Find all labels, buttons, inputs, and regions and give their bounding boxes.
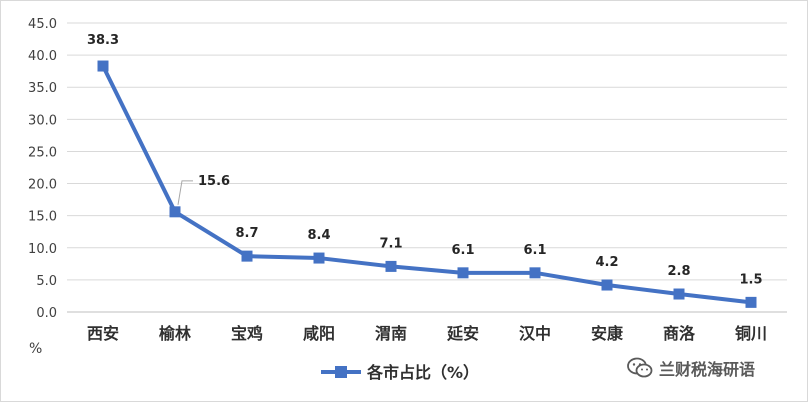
data-point (745, 296, 757, 308)
x-tick-label: 铜川 (735, 324, 767, 343)
x-tick-label: 延安 (446, 324, 479, 343)
data-point (313, 252, 325, 264)
y-tick-label: 45.0 (28, 17, 57, 32)
x-tick-label: 宝鸡 (231, 324, 263, 343)
y-tick-label: 40.0 (28, 49, 57, 64)
legend-label: 各市占比（%） (366, 363, 479, 382)
y-tick-label: 20.0 (28, 178, 57, 193)
watermark: 兰财税海研语 (627, 355, 755, 381)
series-polyline (101, 64, 753, 305)
x-tick-label: 西安 (87, 324, 119, 343)
x-tick-label: 商洛 (663, 324, 696, 343)
gridlines (67, 22, 787, 313)
data-point (529, 267, 541, 279)
y-tick-label: 30.0 (28, 113, 57, 128)
series-line: 38.3 15.6 8.7 8.4 7.1 6.1 6.1 4.2 2.8 1.5 (87, 33, 763, 308)
y-tick-label: 15.0 (28, 210, 57, 225)
wechat-icon (627, 357, 653, 378)
legend-marker (335, 366, 347, 378)
data-point (601, 279, 613, 291)
data-label: 2.8 (667, 264, 690, 279)
watermark-text: 兰财税海研语 (659, 360, 756, 379)
y-tick-label: 5.0 (36, 274, 57, 289)
x-axis-ticks: 西安 榆林 宝鸡 咸阳 渭南 延安 汉中 安康 商洛 铜川 (87, 324, 767, 343)
y-tick-label: 35.0 (28, 81, 57, 96)
data-label: 8.4 (307, 228, 330, 243)
data-label-leader (177, 180, 193, 205)
data-label: 8.7 (235, 226, 258, 241)
data-label: 4.2 (595, 255, 618, 270)
data-label: 38.3 (87, 33, 119, 48)
data-point (97, 60, 109, 72)
x-tick-label: 安康 (591, 324, 624, 343)
data-label: 1.5 (739, 272, 762, 287)
data-label: 6.1 (523, 243, 546, 258)
y-tick-label: 0.0 (36, 306, 57, 321)
data-label: 15.6 (198, 174, 230, 189)
legend: 各市占比（%） (321, 363, 479, 382)
y-axis-ticks: 0.0 5.0 10.0 15.0 20.0 25.0 30.0 35.0 40.0 45.0 (28, 17, 57, 321)
x-tick-label: 榆林 (159, 324, 191, 343)
data-point (457, 267, 469, 279)
y-tick-label: 25.0 (28, 145, 57, 160)
x-tick-label: 咸阳 (303, 324, 335, 343)
y-tick-label: 10.0 (28, 242, 57, 257)
data-point (673, 288, 685, 300)
data-point (241, 250, 253, 262)
data-point (169, 206, 181, 218)
x-tick-label: 汉中 (519, 324, 551, 343)
y-unit-label: % (29, 341, 42, 357)
data-label: 7.1 (379, 236, 402, 251)
data-point (385, 260, 397, 272)
x-tick-label: 渭南 (375, 324, 407, 343)
data-label: 6.1 (451, 243, 474, 258)
